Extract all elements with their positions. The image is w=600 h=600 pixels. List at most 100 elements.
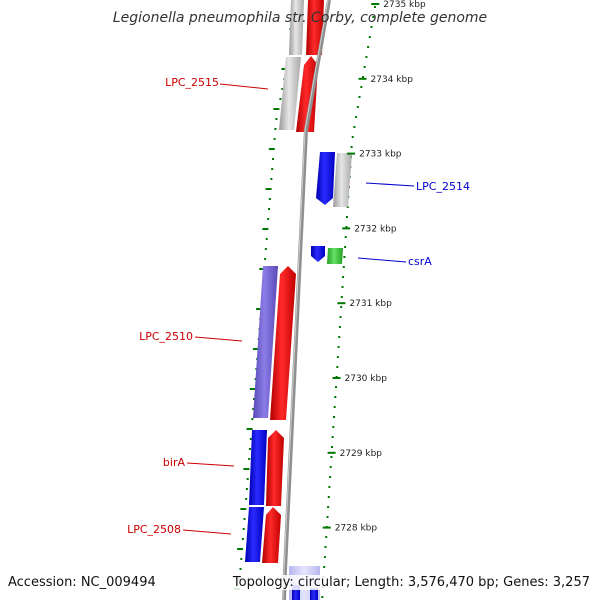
ring-dot — [333, 406, 336, 408]
ring-dot — [344, 246, 347, 248]
ring-dot — [249, 438, 252, 440]
scale-tick-label: 2733 kbp — [359, 150, 402, 160]
ring-dot — [339, 316, 342, 318]
scale-tick — [347, 152, 356, 155]
gene-block-gray[interactable] — [333, 153, 352, 207]
ring-dot — [368, 36, 371, 38]
gene-block-blue[interactable] — [310, 588, 318, 600]
scale-tick-label: 2735 kbp — [383, 0, 426, 10]
ring-dot — [336, 356, 339, 358]
gene-block-gray[interactable] — [289, 0, 304, 55]
ring-dot — [323, 566, 326, 568]
scale-tick-label: 2734 kbp — [371, 75, 414, 85]
scale-tick — [371, 3, 380, 5]
gene-arrow-red[interactable] — [266, 430, 284, 506]
ring-dot — [246, 478, 249, 480]
ring-dot — [328, 486, 331, 488]
scale-tick — [342, 227, 351, 230]
ring-dot — [338, 326, 341, 328]
gene-label[interactable]: birA — [163, 456, 186, 469]
ring-dot — [329, 476, 332, 478]
ring-dot — [274, 128, 277, 130]
gene-block-green[interactable] — [327, 248, 343, 264]
ring-dot — [324, 546, 327, 548]
ring-dot — [344, 236, 347, 238]
label-leader — [357, 257, 407, 263]
ring-dot — [355, 116, 358, 118]
ring-dot — [365, 56, 368, 58]
ring-dot — [281, 68, 288, 70]
gene-arrow-blue[interactable] — [311, 246, 325, 262]
ring-dot — [270, 178, 273, 180]
scale-tick-label: 2731 kbp — [349, 299, 392, 309]
ring-dot — [351, 136, 354, 138]
ring-dot — [362, 76, 364, 78]
ring-dot — [323, 556, 326, 558]
label-leader — [365, 182, 415, 187]
ring-dot — [281, 88, 284, 90]
gene-label[interactable]: LPC_2515 — [165, 76, 219, 89]
ring-dot — [325, 536, 328, 538]
ring-dot — [279, 98, 282, 100]
ring-dot — [242, 528, 245, 530]
gene-block-purple[interactable] — [253, 266, 278, 418]
ring-dot — [262, 228, 269, 230]
ring-dot — [267, 218, 270, 220]
gene-label[interactable]: LPC_2510 — [139, 330, 193, 343]
scale-tick-label: 2728 kbp — [335, 524, 378, 534]
gene-block-blue[interactable] — [249, 430, 267, 505]
ring-dot — [327, 506, 330, 508]
ring-dot — [356, 106, 359, 108]
ring-dot — [241, 538, 244, 540]
ring-dot — [331, 446, 333, 448]
ring-dot — [326, 516, 329, 518]
ring-dot — [273, 108, 280, 110]
ring-dot — [329, 466, 332, 468]
scale-tick — [322, 526, 331, 529]
ring-dot — [358, 96, 361, 98]
label-leader — [194, 336, 243, 342]
ring-dot — [248, 458, 251, 460]
ring-dot — [345, 226, 348, 228]
ring-dot — [342, 266, 345, 268]
ring-dot — [374, 6, 376, 8]
ring-dot — [363, 66, 366, 68]
ring-dot — [249, 388, 256, 390]
gene-arrow-red[interactable] — [270, 266, 296, 420]
gene-label[interactable]: csrA — [408, 255, 432, 268]
label-leader — [182, 529, 232, 535]
gene-block-gray[interactable] — [279, 57, 301, 130]
ring-dot — [272, 158, 274, 160]
scale-tick-label: 2732 kbp — [354, 224, 397, 234]
ring-dot — [330, 456, 333, 458]
ring-dot — [334, 396, 337, 398]
ring-dot — [252, 348, 259, 350]
ring-dot — [372, 16, 375, 18]
ring-dot — [346, 216, 348, 218]
ring-dot — [246, 428, 253, 430]
ring-dot — [321, 596, 324, 598]
gene-arrow-red[interactable] — [306, 0, 324, 55]
gene-label[interactable]: LPC_2508 — [127, 523, 181, 536]
ring-dot — [253, 398, 255, 400]
scale-tick — [358, 77, 367, 80]
gene-label[interactable]: LPC_2514 — [416, 180, 470, 193]
ring-dot — [240, 558, 243, 560]
ring-dot — [264, 258, 267, 260]
ring-dot — [273, 138, 276, 140]
gene-block-blue[interactable] — [245, 507, 264, 562]
ring-dot — [367, 46, 370, 48]
ring-dot — [237, 548, 244, 550]
ring-dot — [340, 296, 343, 298]
ring-dot — [350, 146, 353, 148]
ring-dot — [243, 518, 246, 520]
ring-dot — [256, 308, 263, 310]
ring-dot — [265, 238, 268, 240]
ring-dot — [341, 286, 344, 288]
scale-tick — [327, 451, 336, 454]
gene-labels: LPC_2515 LPC_2514 csrA LPC_2510 birA LPC… — [127, 76, 470, 536]
gene-arrow-red[interactable] — [262, 507, 281, 563]
gene-arrow-blue[interactable] — [316, 152, 335, 205]
gene-arrow-red[interactable] — [296, 56, 318, 132]
ring-dot — [342, 276, 345, 278]
